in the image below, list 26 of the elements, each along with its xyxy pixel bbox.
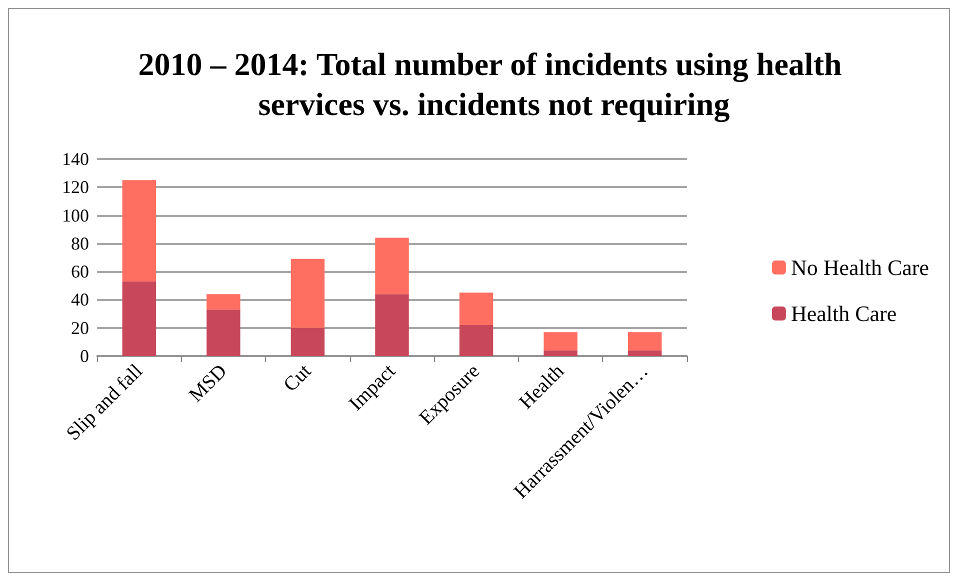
bar [375, 294, 409, 356]
legend-label: No Health Care [790, 255, 930, 280]
y-tick-label: 80 [71, 233, 89, 254]
y-tick-label: 140 [62, 149, 89, 169]
y-tick-label: 20 [71, 318, 89, 338]
bar [628, 350, 662, 356]
bar [459, 292, 494, 326]
bar [459, 325, 494, 356]
bar [290, 328, 325, 356]
y-tick-label: 60 [71, 262, 89, 282]
y-tick-label: 100 [62, 205, 89, 226]
bar [544, 350, 578, 356]
chart-title: 2010 – 2014: Total number of incidents using health services vs. incidents not requiring [138, 46, 850, 123]
bar [544, 332, 578, 350]
bar [628, 332, 662, 350]
bar [206, 310, 240, 356]
y-tick-label: 40 [71, 290, 89, 310]
y-tick-label: 120 [62, 177, 89, 198]
bar [375, 238, 409, 294]
bar [206, 294, 240, 310]
bar [122, 180, 156, 282]
y-tick-label: 0 [80, 346, 89, 366]
x-tick-label: Cut [280, 360, 316, 396]
bar [290, 258, 325, 328]
bar [122, 281, 156, 356]
legend-label: Health Care [790, 301, 897, 326]
